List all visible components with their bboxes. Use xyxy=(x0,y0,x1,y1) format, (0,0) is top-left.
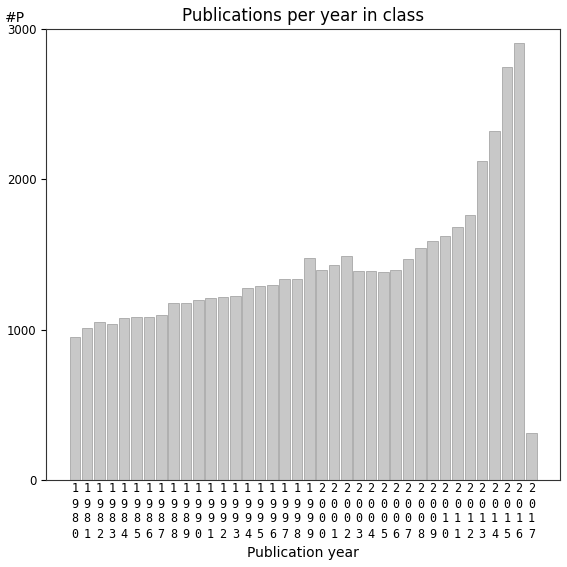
Bar xyxy=(132,317,142,480)
Bar xyxy=(353,271,364,480)
Bar xyxy=(440,236,450,480)
Bar xyxy=(255,286,265,480)
Bar xyxy=(143,317,154,480)
Bar xyxy=(428,241,438,480)
Bar xyxy=(378,272,388,480)
Bar xyxy=(341,256,352,480)
Bar xyxy=(316,270,327,480)
X-axis label: Publication year: Publication year xyxy=(247,546,359,560)
Bar xyxy=(526,433,537,480)
Bar xyxy=(230,296,240,480)
Text: #P: #P xyxy=(5,11,26,25)
Bar xyxy=(243,287,253,480)
Bar xyxy=(70,337,80,480)
Bar xyxy=(193,301,204,480)
Bar xyxy=(82,328,92,480)
Bar xyxy=(391,270,401,480)
Bar xyxy=(329,265,339,480)
Bar xyxy=(168,303,179,480)
Bar xyxy=(464,215,475,480)
Bar xyxy=(119,318,129,480)
Bar xyxy=(94,322,105,480)
Bar xyxy=(514,43,524,480)
Bar xyxy=(218,297,228,480)
Bar xyxy=(292,278,302,480)
Bar xyxy=(156,315,167,480)
Bar xyxy=(489,130,500,480)
Bar xyxy=(502,67,512,480)
Bar xyxy=(280,278,290,480)
Bar xyxy=(181,303,191,480)
Bar xyxy=(452,227,463,480)
Bar xyxy=(477,162,488,480)
Bar xyxy=(267,285,278,480)
Bar xyxy=(205,298,216,480)
Bar xyxy=(366,271,376,480)
Bar xyxy=(107,324,117,480)
Bar xyxy=(304,257,315,480)
Title: Publications per year in class: Publications per year in class xyxy=(182,7,424,25)
Bar xyxy=(415,248,426,480)
Bar xyxy=(403,259,413,480)
